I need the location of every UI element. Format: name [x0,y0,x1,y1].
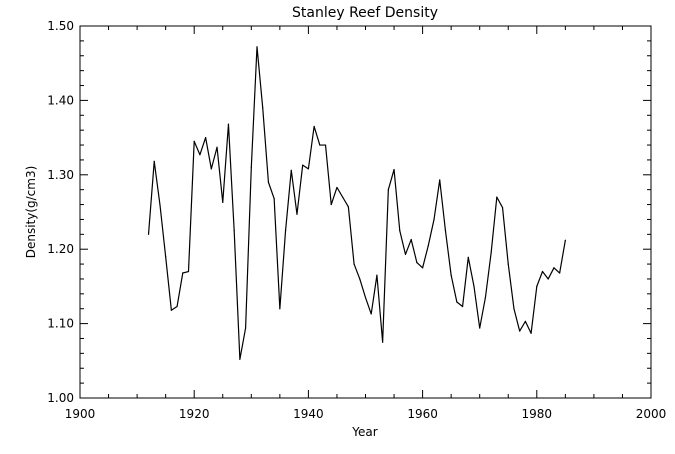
data-point [404,253,407,256]
chart-title: Stanley Reef Density [292,5,438,21]
data-point [530,332,532,334]
data-point [490,252,492,254]
data-point [256,46,258,48]
x-tick-label: 1900 [65,407,96,421]
data-point [170,309,172,311]
data-point [205,137,207,139]
data-points [147,46,566,360]
data-point [159,203,161,206]
x-tick-label: 1960 [407,407,438,421]
data-point [262,107,264,109]
data-point [324,144,327,146]
data-point [541,270,544,273]
data-point [342,196,344,198]
data-point [393,168,395,171]
data-point [353,263,355,265]
data-point [519,330,521,332]
data-point [182,272,184,274]
data-point [501,206,504,209]
y-tick-label: 1.30 [47,168,74,182]
data-point [210,168,212,170]
y-axis-ticks: 1.00 1.10 1.20 1.30 1.40 1.50 [47,19,651,405]
data-point [416,261,418,264]
data-point [433,218,435,221]
data-point [347,206,349,208]
y-tick-label: 1.40 [47,93,74,107]
data-point [330,203,332,206]
data-point [536,285,538,287]
data-point [559,272,561,274]
x-axis-label: Year [351,425,377,439]
data-point [199,154,201,156]
data-point [450,274,452,276]
x-tick-label: 1940 [293,407,324,421]
data-point [227,123,230,125]
data-point [216,146,218,148]
data-point [244,327,247,329]
x-tick-label: 2000 [636,407,667,421]
data-point [553,267,555,269]
data-point [222,201,224,203]
data-point [193,140,195,142]
x-tick-label: 1980 [522,407,553,421]
data-point [239,358,241,360]
y-axis-label: Density(g/cm3) [24,166,38,259]
data-point [399,230,401,232]
data-point [387,189,389,191]
data-point [410,238,412,241]
x-axis-ticks: 1900 1920 1940 1960 1980 2000 [65,26,667,421]
data-point [370,313,372,315]
data-point [165,256,167,258]
data-point [313,125,315,128]
data-point [376,274,378,276]
data-point [279,308,281,310]
data-point [507,263,509,265]
data-point [302,164,304,166]
plot-frame [79,25,652,399]
data-point [564,239,566,241]
data-point [547,278,549,280]
data-point [524,320,526,322]
data-point [422,267,424,269]
data-point [479,327,481,329]
data-point [284,230,287,232]
data-point [364,296,367,299]
data-point [273,198,275,200]
data-point [467,256,469,258]
density-series-line [147,46,566,360]
data-point [427,244,429,247]
data-point [147,233,150,235]
data-point [153,160,155,163]
data-point [307,168,309,170]
x-tick-label: 1920 [179,407,210,421]
data-point [439,179,441,181]
data-point [233,230,235,232]
data-point [187,270,190,273]
data-point [461,305,464,308]
data-point [250,166,252,168]
y-tick-label: 1.10 [47,317,74,331]
y-tick-label: 1.20 [47,242,74,256]
y-tick-label: 1.50 [47,19,74,33]
data-point [382,341,384,343]
data-point [176,305,178,308]
data-point [456,301,458,303]
data-point [296,213,298,215]
data-point [290,169,292,171]
data-point [444,230,447,232]
data-point [513,308,515,310]
data-point [336,186,338,189]
data-point [473,285,475,287]
y-tick-label: 1.00 [47,391,74,405]
data-point [496,196,498,198]
data-point [359,278,361,280]
data-point [267,181,270,183]
data-point [484,296,487,299]
data-point [319,144,321,146]
